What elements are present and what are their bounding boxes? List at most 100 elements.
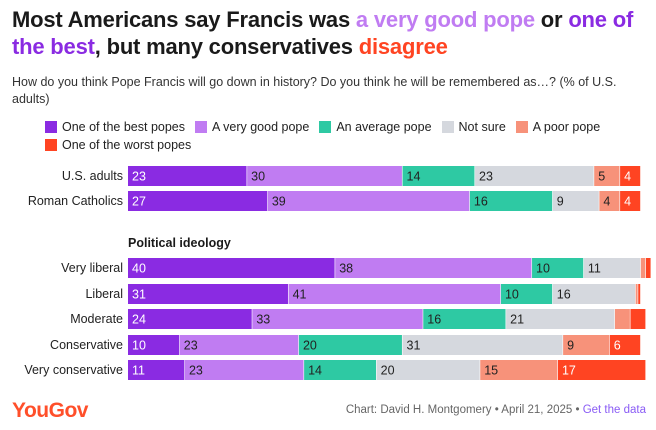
chart-credit: Chart: David H. Montgomery • April 21, 2… — [346, 404, 646, 416]
bar-segment — [402, 335, 563, 355]
bar-segment — [614, 309, 630, 329]
data-label: 20 — [381, 364, 395, 378]
data-label: 16 — [557, 288, 571, 302]
bar-segment — [552, 191, 599, 211]
data-label: 31 — [132, 288, 146, 302]
data-label: 23 — [132, 170, 146, 184]
legend-item: One of the best popes — [45, 118, 185, 136]
bar-segment — [594, 166, 620, 186]
bar-segment — [252, 309, 423, 329]
bar-segment — [640, 258, 646, 278]
legend-swatch — [441, 121, 454, 133]
bar-segment — [304, 360, 377, 380]
credit-text: Chart: David H. Montgomery • April 21, 2… — [345, 404, 583, 416]
title-part-1: Most Americans say Francis was — [12, 7, 356, 32]
data-label: 4 — [624, 195, 631, 209]
data-label: 4 — [603, 195, 610, 209]
bar-segment — [638, 284, 641, 304]
data-label: 23 — [479, 170, 493, 184]
legend-swatch — [515, 121, 528, 133]
legend-label: One of the best popes — [62, 120, 186, 134]
legend-label: One of the worst popes — [62, 138, 192, 152]
data-label: 24 — [132, 313, 146, 327]
legend-item: One of the worst popes — [45, 136, 191, 154]
bar-segment — [563, 335, 610, 355]
legend-swatch — [319, 121, 332, 133]
bar-segment — [376, 360, 480, 380]
data-label: 11 — [588, 262, 601, 276]
bar-segment — [128, 191, 268, 211]
data-label: 23 — [184, 339, 198, 353]
data-label: 9 — [557, 195, 564, 209]
bar-segment — [298, 335, 402, 355]
bar-segment — [609, 335, 641, 355]
title-part-2: or — [534, 7, 569, 32]
category-label: Roman Catholics — [27, 194, 123, 208]
category-label: Very conservative — [24, 363, 123, 377]
legend-swatch — [45, 139, 57, 151]
bar-segment — [469, 191, 553, 211]
legend-item: An average pope — [319, 118, 432, 136]
bar-segment — [557, 360, 646, 380]
category-label: Liberal — [85, 287, 123, 301]
data-label: 14 — [407, 170, 421, 184]
yougov-logo: YouGov — [12, 399, 88, 422]
data-label: 16 — [427, 313, 441, 327]
bar-segment — [635, 284, 638, 304]
bar-segment — [552, 284, 636, 304]
legend-label: A poor pope — [532, 120, 601, 134]
bar-segment — [532, 258, 584, 278]
bar-segment — [480, 360, 558, 380]
data-label: 5 — [598, 170, 605, 184]
data-label: 41 — [293, 288, 307, 302]
chart-subtitle: How do you think Pope Francis will go do… — [12, 75, 617, 106]
legend-item: A very good pope — [195, 118, 309, 136]
legend-swatch — [45, 121, 57, 133]
title-part-3: , but many conservatives — [94, 34, 359, 59]
data-label: 10 — [132, 339, 146, 353]
legend-label: A very good pope — [212, 120, 310, 134]
bar-segment — [475, 166, 594, 186]
chart-legend: One of the best popes A very good pope An … — [45, 118, 645, 154]
data-label: 39 — [272, 195, 286, 209]
data-label: 4 — [624, 170, 631, 184]
bar-segment — [630, 309, 646, 329]
bar-segment — [128, 258, 335, 278]
bar-segment — [583, 258, 641, 278]
data-label: 40 — [132, 262, 146, 276]
bar-segment — [335, 258, 532, 278]
data-label: 31 — [407, 339, 421, 353]
get-the-data-link[interactable]: Get the data — [582, 404, 646, 416]
data-label: 27 — [132, 195, 146, 209]
section-label-political-ideology: Political ideology — [128, 236, 231, 250]
bar-segment — [423, 309, 506, 329]
bar-segment — [288, 284, 501, 304]
data-label: 15 — [484, 364, 498, 378]
category-label: Moderate — [70, 312, 123, 326]
data-label: 30 — [251, 170, 265, 184]
legend-item: A poor pope — [515, 118, 601, 136]
data-label: 10 — [536, 262, 550, 276]
legend-item: Not sure — [441, 118, 506, 136]
data-label: 11 — [132, 364, 145, 378]
data-label: 17 — [562, 364, 576, 378]
title-highlight-best: one of the best — [12, 7, 634, 59]
category-label: Conservative — [50, 338, 123, 352]
bar-segment — [267, 191, 470, 211]
bar-segment — [128, 360, 185, 380]
bar-segment — [599, 191, 620, 211]
bar-segment — [506, 309, 615, 329]
bar-segment — [620, 191, 641, 211]
data-label: 10 — [505, 288, 519, 302]
bar-segment — [128, 166, 247, 186]
bar-segment — [184, 360, 304, 380]
title-highlight-disagree: disagree — [358, 34, 448, 59]
bar-segment — [402, 166, 475, 186]
bar-segment — [128, 284, 288, 304]
chart-title: Most Americans say Francis was a very go… — [12, 6, 647, 60]
data-label: 6 — [614, 339, 621, 353]
bar-segment — [128, 309, 252, 329]
legend-label: Not sure — [458, 120, 506, 134]
legend-label: An average pope — [336, 120, 432, 134]
